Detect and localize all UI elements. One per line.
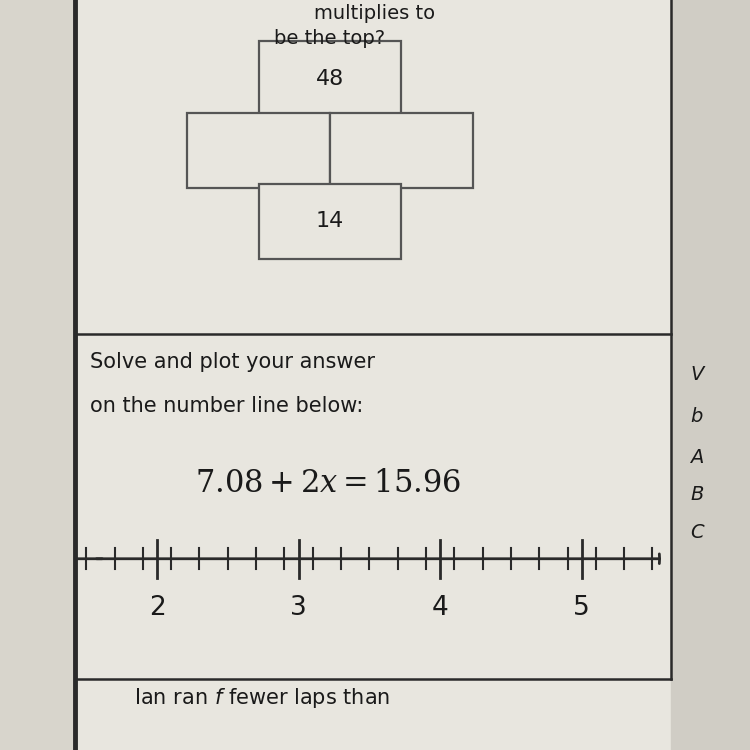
Text: on the number line below:: on the number line below: bbox=[90, 396, 363, 416]
Text: Solve and plot your answer: Solve and plot your answer bbox=[90, 352, 375, 373]
Text: 48: 48 bbox=[316, 69, 344, 88]
Bar bbox=[330, 112, 472, 188]
Text: $7.08 + 2x = 15.96$: $7.08 + 2x = 15.96$ bbox=[195, 469, 461, 498]
Bar bbox=[259, 41, 401, 116]
Text: Ian ran $f$ fewer laps than: Ian ran $f$ fewer laps than bbox=[134, 686, 391, 710]
Text: multiplies to: multiplies to bbox=[314, 4, 436, 22]
Text: 4: 4 bbox=[432, 595, 448, 621]
Bar bbox=[188, 112, 330, 188]
Text: C: C bbox=[690, 523, 703, 542]
Text: b: b bbox=[690, 406, 702, 426]
Text: 14: 14 bbox=[316, 211, 344, 231]
Text: be the top?: be the top? bbox=[274, 28, 386, 47]
Text: 5: 5 bbox=[573, 595, 590, 621]
Text: 2: 2 bbox=[148, 595, 166, 621]
Bar bbox=[671, 0, 750, 750]
Text: A: A bbox=[690, 448, 703, 467]
Text: 3: 3 bbox=[290, 595, 307, 621]
Bar bbox=[75, 0, 671, 750]
Bar bbox=[259, 184, 401, 259]
Text: B: B bbox=[690, 485, 703, 505]
Text: V: V bbox=[690, 365, 703, 385]
